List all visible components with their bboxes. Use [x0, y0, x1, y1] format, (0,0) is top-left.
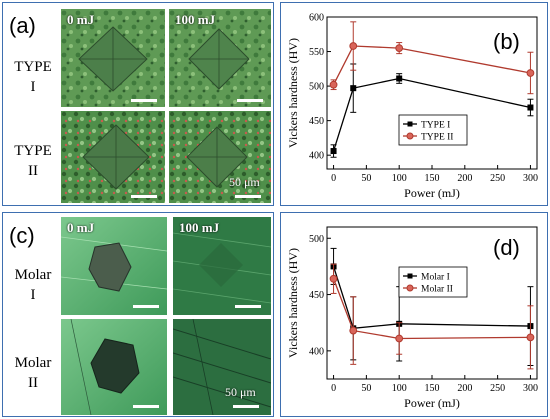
- scale-label: 50 μm: [225, 385, 256, 399]
- legend-box: [398, 114, 468, 146]
- x-tick-label: 200: [457, 383, 472, 394]
- panel-a: (a) TYPE I TYPE II 0 mJ: [2, 2, 274, 206]
- col-label-100mj: 100 mJ: [179, 220, 220, 235]
- scale-bar: [235, 305, 261, 308]
- data-point: [526, 333, 535, 342]
- x-tick-label: 50: [361, 173, 371, 184]
- scale-bar: [237, 99, 263, 102]
- x-tick-label: 250: [490, 173, 505, 184]
- y-tick-label: 550: [309, 47, 324, 58]
- legend-label: Molar II: [421, 285, 453, 295]
- y-axis-label: Vickers hardness (HV): [286, 248, 300, 358]
- col-label-0mj: 0 mJ: [67, 12, 95, 27]
- x-tick-label: 100: [392, 383, 407, 394]
- y-tick-label: 400: [309, 346, 324, 357]
- hardness-chart-type: 0 50 100 150 200 250 300 400 450 500 550 600 Power (…: [286, 13, 538, 201]
- col-label-100mj: 100 mJ: [175, 12, 216, 27]
- panel-c: (c) Molar I Molar II 0 mJ: [2, 212, 274, 417]
- x-tick-label: 200: [457, 173, 472, 184]
- y-tick-label: 450: [309, 116, 324, 127]
- x-axis-label: Power (mJ): [404, 396, 460, 410]
- panel-b-label: (b): [493, 29, 520, 54]
- scale-bar: [235, 195, 261, 198]
- micrograph-molar1-100mj: 100 mJ: [173, 217, 271, 315]
- data-point: [396, 75, 403, 82]
- panel-a-label: (a): [9, 13, 36, 38]
- series-line: [332, 45, 531, 86]
- panel-d: (d) 0 50 100 150 200 250 300 400 450 500 Power (mJ…: [280, 212, 548, 417]
- data-point: [526, 69, 535, 77]
- data-point: [350, 85, 357, 92]
- x-tick-label: 300: [523, 173, 538, 184]
- y-tick-label: 600: [309, 13, 324, 24]
- series-line: [332, 77, 531, 152]
- x-tick-label: 250: [490, 383, 505, 394]
- x-tick-label: 100: [392, 173, 407, 184]
- scale-bar: [133, 305, 159, 308]
- panel-d-label: (d): [493, 235, 520, 260]
- micrograph-type2-0mj: [61, 111, 165, 203]
- legend-marker: [406, 284, 414, 292]
- col-label-0mj: 0 mJ: [67, 220, 95, 235]
- panel-c-label: (c): [9, 223, 35, 248]
- row-label-type-1: TYPE I: [14, 59, 52, 95]
- scale-bar: [131, 195, 157, 198]
- x-tick-label: 50: [361, 383, 371, 394]
- x-tick-label: 0: [331, 173, 336, 184]
- legend-label: TYPE I: [421, 121, 450, 131]
- x-tick-label: 150: [425, 383, 440, 394]
- y-tick-label: 450: [309, 290, 324, 301]
- data-point: [349, 42, 358, 50]
- legend-marker: [406, 132, 414, 140]
- micrograph-molar1-0mj: 0 mJ: [61, 217, 167, 315]
- micrograph-type1-100mj: 100 mJ: [169, 9, 271, 107]
- data-point: [395, 334, 404, 343]
- data-point: [349, 326, 358, 335]
- x-tick-label: 0: [331, 383, 336, 394]
- scale-bar: [131, 99, 157, 102]
- series-line: [332, 266, 531, 330]
- x-tick-label: 150: [425, 173, 440, 184]
- scale-bar: [133, 405, 159, 408]
- y-tick-label: 500: [309, 234, 324, 245]
- y-axis-label: Vickers hardness (HV): [286, 38, 300, 148]
- data-point: [395, 44, 404, 52]
- micrograph-type1-0mj: 0 mJ: [61, 9, 165, 107]
- legend-marker: [407, 273, 413, 279]
- legend-label: Molar I: [421, 273, 450, 283]
- panel-b: (b) 0 50 100 150 200 250 300 400 450 500 550 600 Pow…: [280, 2, 548, 206]
- legend-box: [398, 266, 468, 298]
- scale-label: 50 μm: [229, 175, 260, 189]
- data-point: [329, 80, 338, 89]
- row-label-molar-1: Molar I: [14, 267, 52, 303]
- x-tick-label: 300: [523, 383, 538, 394]
- micrograph-molar2-100mj: 50 μm: [173, 319, 271, 415]
- x-axis-label: Power (mJ): [404, 186, 460, 200]
- series-line: [332, 278, 531, 340]
- plot-frame: [326, 226, 538, 380]
- y-tick-label: 500: [309, 82, 324, 93]
- hardness-chart-molar: 0 50 100 150 200 250 300 400 450 500 Power (mJ) Vic…: [286, 226, 538, 410]
- scale-bar: [233, 405, 259, 408]
- row-label-molar-2: Molar II: [14, 355, 52, 391]
- legend-label: TYPE II: [421, 133, 453, 143]
- micrograph-type2-100mj: 50 μm: [169, 111, 271, 203]
- row-label-type-2: TYPE II: [14, 143, 52, 179]
- micrograph-molar2-0mj: [61, 319, 167, 415]
- data-point: [329, 274, 338, 283]
- plot-frame: [326, 16, 538, 170]
- data-point: [527, 104, 534, 111]
- data-point: [330, 148, 337, 155]
- legend-marker: [407, 121, 413, 127]
- y-tick-label: 400: [309, 151, 324, 162]
